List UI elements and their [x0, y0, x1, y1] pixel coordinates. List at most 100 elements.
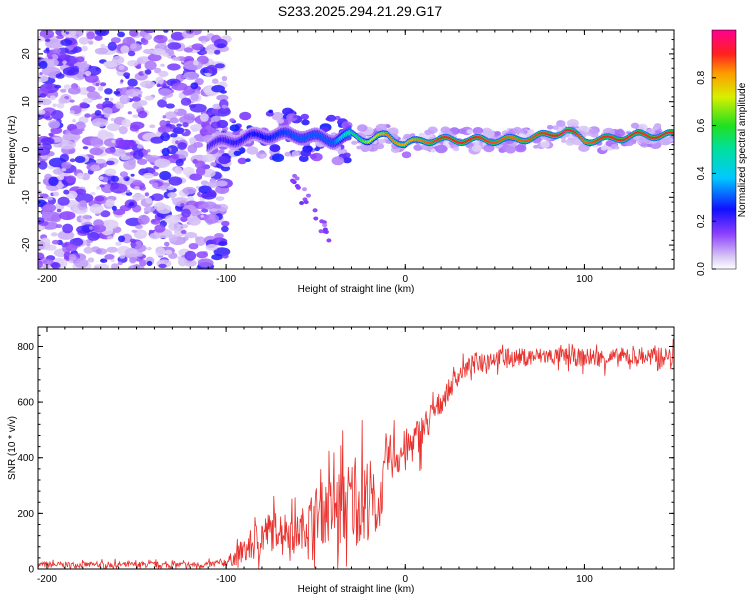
snr-panel: -200 -100 0 100 0 200 400 600 800 Height of stra… — [7, 326, 675, 595]
heatmap-cell — [184, 250, 197, 261]
heatmap-cell — [129, 256, 137, 264]
heatmap-cell — [154, 224, 166, 233]
heatmap-cell — [45, 47, 50, 52]
heatmap-cell — [312, 208, 318, 213]
heatmap-cell — [93, 266, 100, 269]
heatmap-cell — [309, 153, 317, 159]
heatmap-cell — [48, 120, 61, 129]
colorbar-tick-label: 0.2 — [696, 214, 707, 228]
heatmap-cell — [48, 176, 59, 186]
heatmap-cell — [210, 162, 217, 167]
heatmap-cell — [483, 144, 495, 153]
heatmap-cell — [110, 97, 114, 101]
heatmap-cell — [67, 87, 81, 95]
heatmap-cell — [284, 151, 292, 157]
heatmap-cell — [134, 244, 147, 253]
heatmap-cell — [84, 70, 92, 77]
heatmap-cell — [202, 154, 216, 163]
heatmap-cell — [63, 189, 70, 195]
heatmap-cell — [51, 262, 61, 269]
heatmap-cell — [62, 60, 67, 65]
heatmap-cell — [140, 80, 156, 89]
heatmap-cell — [69, 99, 75, 103]
heatmap-cell — [171, 153, 180, 160]
heatmap-cell — [136, 144, 144, 149]
heatmap-cell — [131, 229, 138, 233]
snr-ylabel: SNR (10 * v/v) — [7, 416, 18, 480]
y-tick-label: 800 — [17, 342, 34, 353]
heatmap-cell — [556, 120, 566, 127]
heatmap-cell — [57, 174, 65, 181]
heatmap-cell — [359, 142, 372, 152]
heatmap-cell — [156, 83, 161, 88]
heatmap-cell — [641, 142, 646, 146]
heatmap-cell — [154, 158, 171, 168]
heatmap-cell — [100, 146, 106, 150]
heatmap-cell — [216, 94, 229, 101]
heatmap-cell — [180, 216, 188, 223]
heatmap-cell — [212, 78, 219, 84]
heatmap-cell — [50, 127, 63, 134]
heatmap-cell — [149, 232, 161, 240]
heatmap-cell — [260, 153, 266, 158]
heatmap-cell — [83, 74, 86, 78]
heatmap-cell — [152, 210, 160, 215]
heatmap-cell — [458, 128, 466, 134]
heatmap-cell — [115, 241, 122, 246]
heatmap-cell — [95, 196, 105, 202]
heatmap-cell — [194, 236, 201, 241]
heatmap-cell — [546, 125, 554, 130]
heatmap-cell — [214, 49, 221, 55]
heatmap-cell — [65, 175, 77, 184]
heatmap-cell — [130, 173, 135, 177]
heatmap-cell — [69, 63, 75, 68]
heatmap-cell — [65, 31, 70, 35]
heatmap-cell — [158, 88, 172, 96]
heatmap-cell — [50, 214, 62, 223]
x-tick-label: -200 — [37, 274, 57, 285]
heatmap-cell — [145, 197, 153, 204]
heatmap-cell — [68, 253, 77, 261]
heatmap-cell — [62, 223, 74, 234]
heatmap-cell — [60, 39, 73, 46]
heatmap-cell — [72, 119, 76, 123]
heatmap-cell — [69, 158, 76, 163]
heatmap-cell — [151, 219, 157, 223]
heatmap-cell — [83, 246, 94, 254]
heatmap-cell — [143, 172, 154, 179]
heatmap-cell — [106, 235, 114, 240]
heatmap-cell — [218, 149, 225, 154]
heatmap-cell — [614, 146, 620, 150]
heatmap-cell — [121, 119, 132, 128]
heatmap-cell — [566, 119, 579, 128]
heatmap-cell — [295, 185, 301, 190]
heatmap-cell — [331, 156, 345, 166]
heatmap-cell — [170, 31, 185, 41]
heatmap-cell — [117, 235, 126, 243]
heatmap-cell — [269, 144, 281, 153]
heatmap-cell — [514, 144, 527, 153]
heatmap-cell — [155, 246, 166, 257]
heatmap-cell — [161, 52, 169, 57]
heatmap-cell — [229, 118, 235, 123]
heatmap-cell — [96, 263, 110, 269]
heatmap-cell — [356, 145, 362, 150]
heatmap-cell — [69, 110, 75, 115]
heatmap-cell — [40, 137, 55, 145]
heatmap-cell — [182, 186, 197, 195]
heatmap-cell — [180, 97, 192, 106]
heatmap-cell — [452, 146, 460, 152]
heatmap-cell — [561, 139, 567, 143]
heatmap-cell — [105, 199, 115, 207]
colorbar-ticks: 0.0 0.2 0.4 0.6 0.8 — [696, 70, 716, 276]
y-tick-label: 0 — [28, 565, 34, 576]
heatmap-cell — [187, 144, 198, 154]
heatmap-cell — [326, 238, 332, 243]
heatmap-cell — [245, 158, 251, 163]
spectrogram-image — [38, 30, 674, 269]
heatmap-cell — [189, 103, 207, 113]
heatmap-cell — [300, 113, 309, 120]
heatmap-cell — [155, 217, 163, 221]
